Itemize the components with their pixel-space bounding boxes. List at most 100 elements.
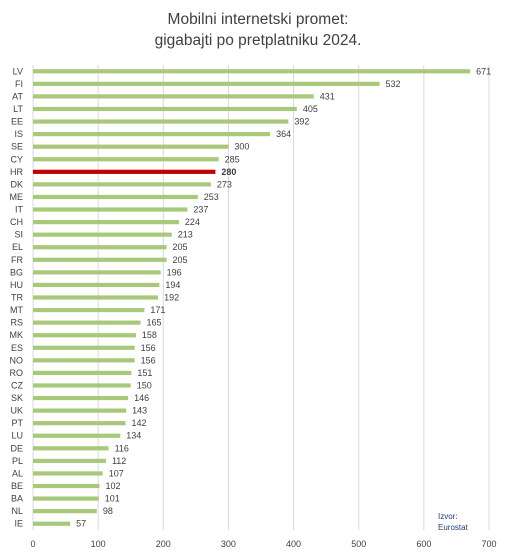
bar-nl — [33, 509, 97, 514]
value-label: 364 — [276, 129, 291, 139]
value-label: 392 — [294, 117, 309, 127]
value-label: 213 — [178, 230, 193, 240]
x-tick-label: 600 — [416, 539, 431, 549]
bar-pt — [33, 421, 126, 426]
value-label: 192 — [164, 293, 179, 303]
bar-me — [33, 194, 198, 200]
source-label: Izvor: — [438, 512, 458, 521]
category-label: LT — [13, 104, 23, 114]
category-label: IS — [14, 129, 23, 139]
bar-lt — [33, 106, 297, 112]
bar-be — [33, 483, 100, 489]
category-label: HU — [10, 280, 23, 290]
value-label: 431 — [320, 91, 335, 101]
value-label: 107 — [109, 468, 124, 478]
category-label: IT — [15, 205, 24, 215]
bar-ch — [33, 219, 179, 225]
value-label: 112 — [112, 456, 126, 466]
category-label: CY — [10, 154, 23, 164]
category-label: PT — [11, 418, 23, 428]
bar-uk — [33, 408, 127, 413]
value-label: 142 — [132, 418, 147, 428]
category-label: CH — [10, 217, 23, 227]
bar-cy — [33, 157, 219, 162]
bar-sk — [33, 395, 129, 401]
bar-de — [33, 446, 109, 451]
bar-fr — [33, 257, 167, 262]
category-label: DK — [10, 179, 23, 189]
bar-ro — [33, 370, 132, 376]
category-label: EE — [11, 117, 23, 127]
value-label: 671 — [476, 66, 491, 76]
value-label: 57 — [76, 519, 86, 529]
value-label: 151 — [137, 368, 152, 378]
x-tick-label: 300 — [221, 539, 236, 549]
category-label: PL — [12, 456, 23, 466]
value-label: 171 — [150, 305, 165, 315]
category-label: AL — [12, 468, 23, 478]
category-label: EL — [12, 242, 23, 252]
category-label: MT — [10, 305, 23, 315]
value-label: 205 — [173, 255, 188, 265]
category-label: HR — [10, 167, 23, 177]
category-label: ME — [10, 192, 24, 202]
value-label: 102 — [105, 481, 120, 491]
bar-lv — [33, 69, 471, 74]
value-label: 143 — [132, 406, 147, 416]
bar-it — [33, 207, 188, 212]
value-label: 237 — [193, 205, 208, 215]
bar-lu — [33, 433, 121, 438]
value-label: 273 — [217, 179, 232, 189]
category-label: IE — [14, 519, 23, 529]
value-label: 405 — [303, 104, 318, 114]
category-label: SK — [11, 393, 23, 403]
bar-is — [33, 132, 271, 137]
bar-fi — [33, 81, 380, 86]
bar-el — [33, 245, 167, 250]
category-label: MK — [10, 330, 24, 340]
category-label: DE — [10, 443, 23, 453]
value-label: 150 — [137, 380, 152, 390]
category-label: BA — [11, 494, 23, 504]
value-label: 224 — [185, 217, 200, 227]
chart-title-line-2: gigabajti po pretplatniku 2024. — [155, 32, 362, 49]
category-label: BG — [10, 267, 23, 277]
bar-tr — [33, 295, 159, 300]
value-label: 194 — [165, 280, 180, 290]
gridlines — [32, 65, 490, 530]
value-label: 205 — [173, 242, 188, 252]
x-tick-label: 100 — [91, 539, 106, 549]
category-label: SE — [11, 142, 23, 152]
category-label: UK — [10, 406, 23, 416]
x-tick-label: 500 — [351, 539, 366, 549]
category-label: RO — [10, 368, 24, 378]
value-label: 156 — [141, 355, 156, 365]
value-label: 165 — [146, 318, 161, 328]
value-label: 285 — [225, 154, 240, 164]
value-label: 158 — [142, 330, 157, 340]
bar-hr — [33, 169, 216, 174]
bar-at — [33, 94, 314, 99]
bar-mk — [33, 333, 136, 338]
value-label: 532 — [386, 79, 401, 89]
bars: LV 671 FI 532 AT 431 LT 405 EE 392 IS 364 SE 300 CY 285… — [10, 66, 492, 528]
bar-si — [33, 232, 172, 237]
value-label: 101 — [105, 494, 120, 504]
category-label: LU — [11, 431, 23, 441]
x-tick-label: 700 — [481, 539, 496, 549]
category-label: BE — [11, 481, 23, 491]
bar-mt — [33, 307, 145, 313]
value-label: 196 — [167, 267, 182, 277]
bar-ba — [33, 496, 99, 501]
category-label: RS — [10, 318, 23, 328]
value-label: 134 — [126, 431, 141, 441]
x-tick-label: 200 — [156, 539, 171, 549]
chart-title-line-1: Mobilni internetski promet: — [168, 11, 349, 28]
category-label: LV — [13, 66, 23, 76]
value-label: 116 — [115, 443, 129, 453]
bar-no — [33, 358, 135, 363]
category-label: SI — [14, 230, 23, 240]
value-label: 300 — [234, 142, 249, 152]
value-label: 253 — [204, 192, 219, 202]
